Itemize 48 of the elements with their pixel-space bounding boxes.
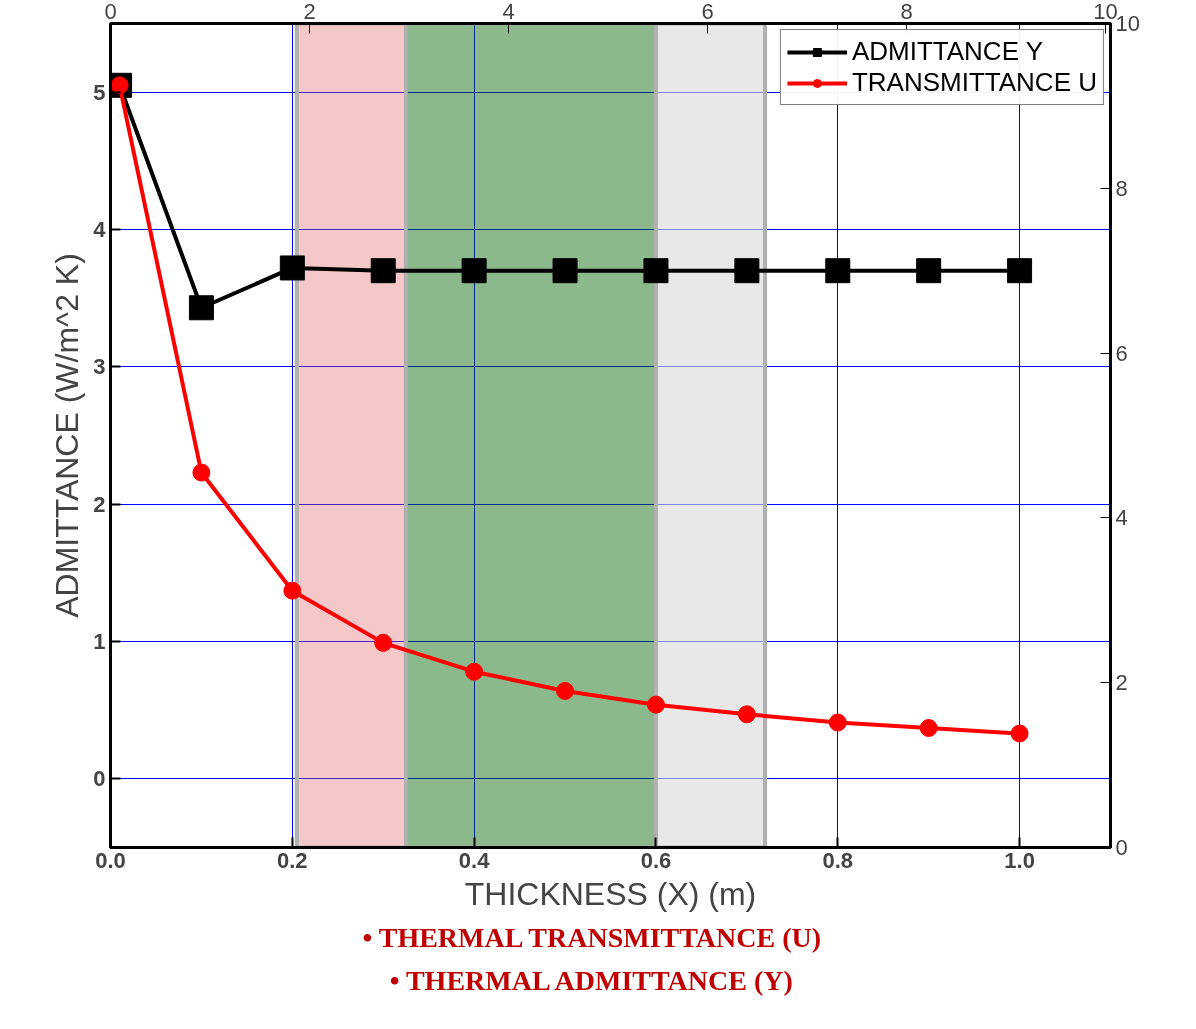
point	[279, 255, 305, 281]
point	[461, 258, 487, 284]
point	[374, 633, 393, 652]
y2-tick-label: 6	[1115, 340, 1128, 366]
point	[643, 258, 669, 284]
point	[370, 258, 396, 284]
y-tick-label: 0	[93, 766, 106, 792]
point	[556, 681, 575, 700]
y-tick-label: 4	[93, 217, 107, 242]
point	[192, 463, 211, 482]
x-axis-title: THICKNESS (X) (m)	[464, 875, 757, 912]
point	[552, 258, 578, 284]
y-tick-label: 5	[93, 79, 106, 105]
point	[283, 581, 302, 600]
point	[465, 662, 484, 681]
text: • THERMAL TRANSMITTANCE (U)	[362, 921, 822, 953]
legend-label: ADMITTANCE Y	[851, 36, 1044, 67]
x-tick-label: 1.0	[1004, 847, 1035, 873]
point	[919, 719, 938, 737]
y2-tick-label: 0	[1115, 835, 1128, 860]
x2-tick-label: 2	[303, 0, 316, 24]
point	[737, 705, 756, 724]
y-tick-label: 2	[93, 491, 106, 517]
point	[828, 713, 847, 732]
y2-tick-label: 4	[1115, 505, 1128, 531]
y-tick-label: 3	[93, 354, 106, 380]
x-tick-label: 0.4	[458, 847, 491, 873]
point	[646, 695, 665, 714]
point	[1007, 258, 1033, 284]
text: • THERMAL ADMITTANCE (Y)	[389, 964, 793, 996]
x-tick-label: 0.0	[95, 847, 126, 873]
x2-tick-label: 8	[900, 0, 913, 24]
x2-tick-label: 4	[502, 0, 515, 24]
x-tick-label: 0.6	[640, 847, 672, 873]
point	[916, 258, 942, 284]
point	[1010, 724, 1029, 743]
x-tick-label: 0.8	[822, 847, 854, 873]
legend-label: TRANSMITTANCE U	[851, 67, 1097, 98]
point	[188, 295, 214, 321]
x-tick-label: 0.2	[277, 847, 308, 873]
y-axis-title: ADMITTANCE (W/m^2 K)	[49, 253, 86, 618]
y2-tick-label: 2	[1115, 670, 1128, 696]
point	[734, 258, 760, 284]
point	[825, 258, 851, 284]
y2-tick-label: 8	[1115, 175, 1128, 201]
x2-tick-label: 6	[701, 0, 714, 24]
y-tick-label: 1	[93, 629, 106, 654]
x2-tick-label: 10	[1093, 0, 1118, 24]
